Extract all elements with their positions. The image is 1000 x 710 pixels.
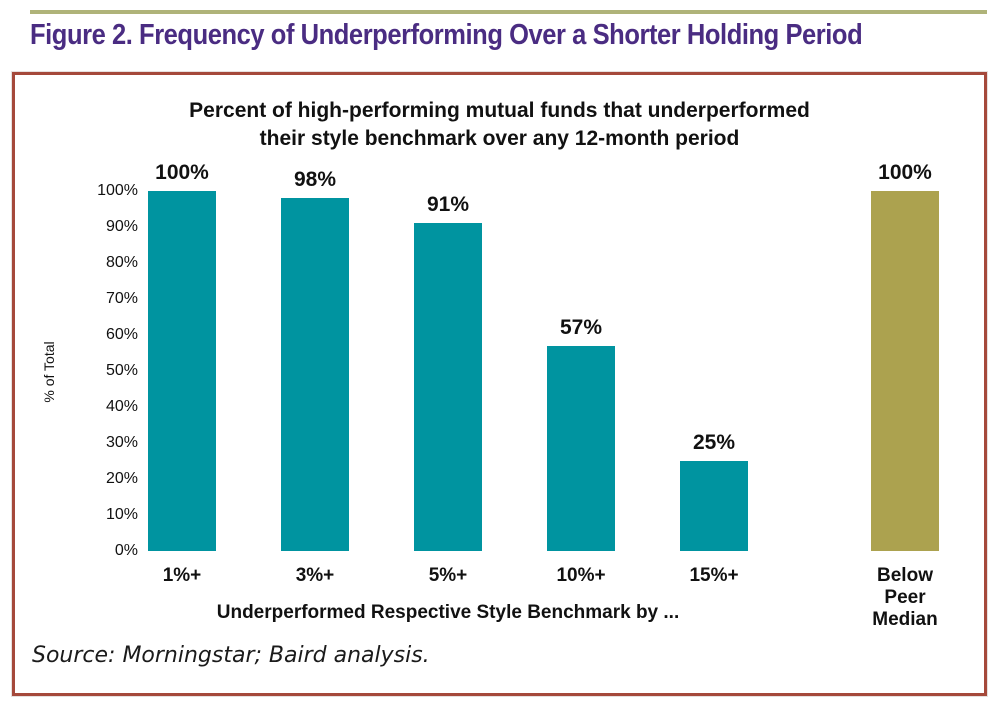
x-category-label: 10%+ bbox=[556, 565, 606, 586]
x-category-label: 15%+ bbox=[689, 565, 739, 586]
y-axis-title: % of Total bbox=[41, 341, 57, 403]
figure-title-text: Figure 2. Frequency of Underperforming O… bbox=[30, 19, 863, 51]
y-tick-label: 40% bbox=[105, 398, 138, 415]
y-tick-label: 0% bbox=[114, 542, 138, 559]
chart-panel: Percent of high-performing mutual funds … bbox=[12, 72, 987, 696]
y-tick-label: 80% bbox=[105, 254, 138, 271]
y-tick-label: 60% bbox=[105, 326, 138, 343]
y-tick-label: 10% bbox=[105, 506, 138, 523]
bar-value-label: 57% bbox=[559, 316, 603, 339]
chart-title: Percent of high-performing mutual funds … bbox=[15, 97, 984, 152]
source-note: Source: Morningstar; Baird analysis. bbox=[32, 643, 430, 668]
bar-value-label: 100% bbox=[878, 161, 932, 184]
y-tick-label: 100% bbox=[97, 182, 138, 199]
bar-Below Peer Median bbox=[871, 191, 939, 551]
bar-3%+ bbox=[281, 198, 349, 551]
bar-value-label: 91% bbox=[426, 193, 470, 216]
x-axis-title: Underperformed Respective Style Benchmar… bbox=[216, 602, 680, 623]
bar-1%+ bbox=[148, 191, 216, 551]
y-tick-label: 20% bbox=[105, 470, 138, 487]
y-tick-label: 50% bbox=[105, 362, 138, 379]
chart-title-line-2: their style benchmark over any 12-month … bbox=[259, 126, 740, 150]
y-tick-label: 90% bbox=[105, 218, 138, 235]
figure-title: Figure 2. Frequency of Underperforming O… bbox=[30, 19, 976, 52]
y-tick-label: 30% bbox=[105, 434, 138, 451]
bar-10%+ bbox=[547, 346, 615, 551]
x-category-label: 1%+ bbox=[162, 565, 202, 586]
bar-value-label: 100% bbox=[155, 161, 209, 184]
chart-title-line-1: Percent of high-performing mutual funds … bbox=[189, 99, 810, 122]
y-tick-label: 70% bbox=[105, 290, 138, 307]
bar-5%+ bbox=[414, 223, 482, 551]
accent-rule bbox=[30, 10, 987, 14]
x-category-label: 5%+ bbox=[428, 565, 468, 586]
x-category-label: Below Peer Median bbox=[872, 565, 938, 630]
bar-value-label: 25% bbox=[692, 431, 736, 454]
x-category-label: 3%+ bbox=[295, 565, 335, 586]
bar-value-label: 98% bbox=[293, 168, 337, 191]
bar-15%+ bbox=[680, 461, 748, 551]
